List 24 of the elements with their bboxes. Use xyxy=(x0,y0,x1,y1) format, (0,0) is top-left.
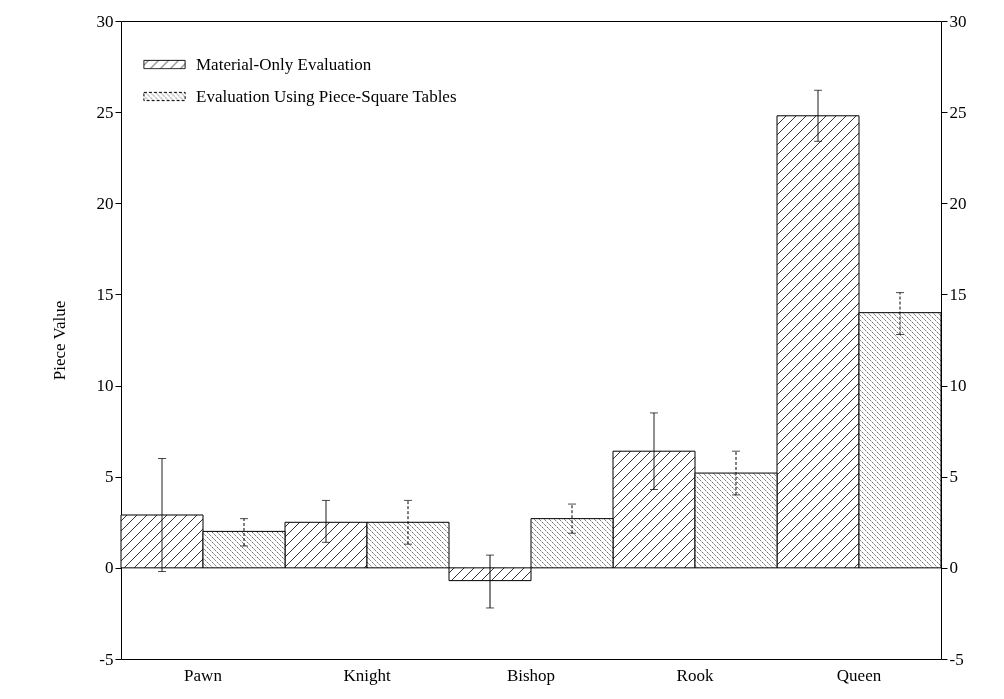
y-tick-label: 0 xyxy=(105,558,114,578)
x-tick-label: Bishop xyxy=(506,665,556,685)
y2-tick-label: 20 xyxy=(949,193,967,213)
legend-label: Material-Only Evaluation xyxy=(196,54,372,74)
y2-tick-label: 10 xyxy=(949,376,967,396)
y-tick-label: -5 xyxy=(99,649,114,669)
y2-tick-label: 25 xyxy=(949,102,967,122)
y2-tick-label: -5 xyxy=(949,649,964,669)
x-tick-label: Queen xyxy=(836,665,882,685)
x-tick-label: Pawn xyxy=(184,665,223,685)
y-tick-label: 10 xyxy=(96,376,114,396)
y-tick-label: 15 xyxy=(96,284,114,304)
y2-tick-label: 5 xyxy=(949,467,958,487)
y2-tick-label: 0 xyxy=(949,558,958,578)
y-axis-title: Piece Value xyxy=(49,300,69,381)
y-tick-label: 20 xyxy=(96,193,114,213)
y2-tick-label: 30 xyxy=(949,11,967,31)
x-tick-label: Rook xyxy=(676,665,714,685)
x-tick-label: Knight xyxy=(343,665,391,685)
y-tick-label: 30 xyxy=(96,11,114,31)
y-tick-label: 25 xyxy=(96,102,114,122)
y2-tick-label: 15 xyxy=(949,284,967,304)
legend-label: Evaluation Using Piece-Square Tables xyxy=(196,86,457,106)
y-tick-label: 5 xyxy=(105,467,114,487)
